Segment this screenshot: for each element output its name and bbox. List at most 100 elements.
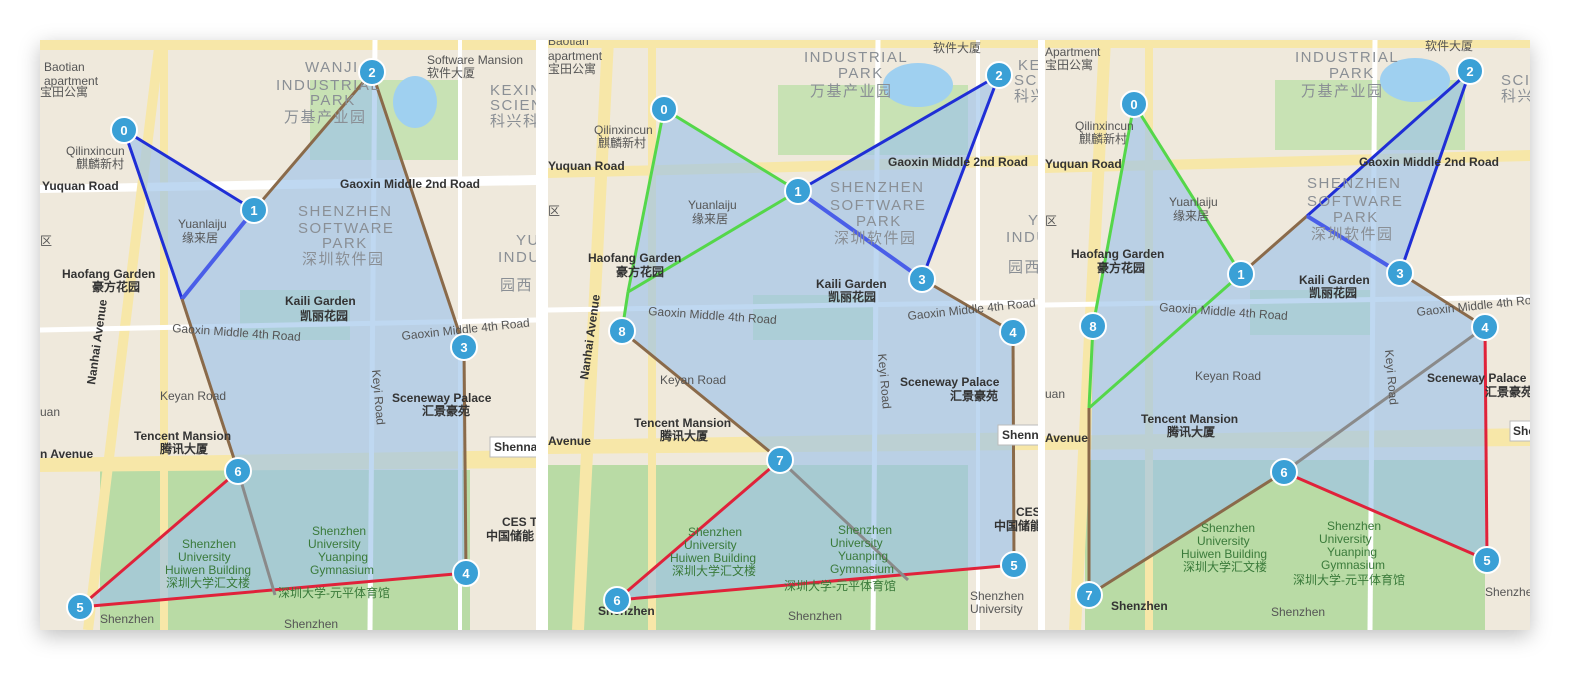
node-4[interactable]: 4 — [999, 318, 1027, 346]
map-label: Yuanlaiju — [688, 198, 737, 212]
map-label: 区 — [1045, 214, 1057, 228]
map-label: SOFTWARE — [1307, 193, 1403, 210]
edge-0-1 — [663, 107, 799, 193]
node-7[interactable]: 7 — [1075, 581, 1103, 609]
map-label: 宝田公寓 — [40, 84, 88, 99]
edge-y-3 — [1305, 214, 1402, 275]
node-5[interactable]: 5 — [1000, 551, 1028, 579]
edge-4-5 — [1011, 331, 1016, 566]
map-panel-1[interactable]: Baotian apartment 宝田公寓 WANJI INDUSTRIAL … — [40, 40, 536, 630]
node-7[interactable]: 7 — [766, 446, 794, 474]
map-label: Sceneway Palace — [392, 391, 492, 405]
map-label: Baotian — [44, 60, 85, 74]
svg-text:7: 7 — [776, 453, 783, 468]
map-label: Sceneway Palace — [1427, 371, 1527, 385]
edge-5-6 — [79, 469, 239, 609]
edge-0-1 — [123, 128, 255, 212]
map-label: Shenzhen — [1271, 605, 1325, 619]
map-label: PARK — [1333, 209, 1379, 226]
node-4[interactable]: 4 — [1471, 313, 1499, 341]
edge-3-4 — [921, 277, 1014, 334]
map-label: University — [1197, 534, 1250, 548]
map-label: 宝田公寓 — [548, 61, 596, 76]
map-panel-2[interactable]: Baotian apartment 宝田公寓 INDUSTRIAL PARK 万… — [548, 40, 1038, 630]
map-label: 凯丽花园 — [1309, 285, 1357, 300]
map-canvas-3[interactable]: Apartment 宝田公寓 INDUSTRIAL PARK 万基产业园 软件大… — [1045, 40, 1530, 630]
svg-text:3: 3 — [1396, 266, 1403, 281]
node-3[interactable]: 3 — [450, 333, 478, 361]
node-8[interactable]: 8 — [608, 317, 636, 345]
map-label: 深圳软件园 — [1311, 226, 1394, 243]
road-shield — [489, 436, 536, 458]
map-panel-3[interactable]: Apartment 宝田公寓 INDUSTRIAL PARK 万基产业园 软件大… — [1045, 40, 1530, 630]
map-label: 万基产业园 — [810, 83, 893, 100]
node-6[interactable]: 6 — [224, 457, 252, 485]
road — [160, 40, 168, 630]
map-label: 软件大厦 — [1425, 40, 1473, 53]
node-1[interactable]: 1 — [1227, 260, 1255, 288]
svg-text:3: 3 — [918, 272, 925, 287]
node-8[interactable]: 8 — [1079, 312, 1107, 340]
node-6[interactable]: 6 — [1270, 458, 1298, 486]
map-label: 豪方花园 — [616, 264, 664, 279]
road — [83, 40, 165, 630]
map-label: INDUSTRIAL — [804, 49, 908, 66]
map-label: 深圳软件园 — [834, 230, 917, 247]
edge-1-3 — [796, 189, 924, 281]
region-polygon — [80, 72, 466, 607]
map-label: Shenzhen — [1201, 521, 1255, 535]
node-4[interactable]: 4 — [452, 559, 480, 587]
svg-text:5: 5 — [76, 600, 83, 615]
map-label: SCIENCE — [490, 97, 536, 114]
map-label: INDUSTRIAL — [276, 77, 380, 94]
edge-3-4 — [462, 346, 468, 574]
edge-7-x — [778, 458, 910, 582]
svg-text:0: 0 — [1130, 97, 1137, 112]
node-5[interactable]: 5 — [66, 593, 94, 621]
node-0[interactable]: 0 — [650, 95, 678, 123]
map-label: 麒麟新村 — [76, 156, 124, 171]
map-label: Qilinxincun — [594, 123, 653, 137]
map-label: 深圳大学-元平体育馆 — [278, 585, 390, 600]
map-label: Sceneway Palace — [900, 375, 1000, 389]
map-label: Gaoxin Middle 2nd Road — [1359, 155, 1499, 169]
map-label: Yuanping — [318, 550, 368, 564]
map-label: 豪方花园 — [1097, 260, 1145, 275]
node-2[interactable]: 2 — [985, 61, 1013, 89]
svg-text:6: 6 — [613, 593, 620, 608]
map-label: CES T — [502, 515, 536, 529]
node-2[interactable]: 2 — [1456, 57, 1484, 85]
node-1[interactable]: 1 — [240, 196, 268, 224]
map-label: Yuanlaiju — [178, 217, 227, 231]
node-2[interactable]: 2 — [358, 58, 386, 86]
map-label: 科兴科 — [1014, 88, 1038, 105]
map-label: Huiwen Building — [165, 563, 251, 577]
node-3[interactable]: 3 — [908, 265, 936, 293]
map-label: Kaili Garden — [285, 294, 356, 308]
node-1[interactable]: 1 — [784, 177, 812, 205]
node-3[interactable]: 3 — [1386, 259, 1414, 287]
map-label: KEXING — [490, 82, 536, 99]
node-5[interactable]: 5 — [1473, 546, 1501, 574]
road — [572, 40, 614, 630]
node-0[interactable]: 0 — [110, 116, 138, 144]
edge-2-3 — [1398, 70, 1472, 274]
map-canvas-2[interactable]: Baotian apartment 宝田公寓 INDUSTRIAL PARK 万… — [548, 40, 1038, 630]
map-label: Gaoxin Middle 2nd Road — [340, 177, 480, 191]
edge-6-7 — [616, 458, 781, 602]
map-label: 园西 — [500, 277, 533, 294]
map-label: uan — [40, 405, 60, 419]
map-label: CES T — [1016, 505, 1038, 519]
node-6[interactable]: 6 — [603, 586, 631, 614]
map-label: University — [830, 536, 883, 550]
map-label: Keyan Road — [160, 389, 226, 403]
svg-text:5: 5 — [1010, 558, 1017, 573]
lake — [393, 76, 437, 128]
svg-text:0: 0 — [660, 102, 667, 117]
edge-6-x2 — [236, 470, 277, 596]
map-label: Huiwen Building — [670, 551, 756, 565]
map-canvas-1[interactable]: Baotian apartment 宝田公寓 WANJI INDUSTRIAL … — [40, 40, 536, 630]
node-0[interactable]: 0 — [1120, 90, 1148, 118]
map-label: 中国储能 — [486, 528, 534, 543]
map-label: YU — [1028, 212, 1038, 229]
